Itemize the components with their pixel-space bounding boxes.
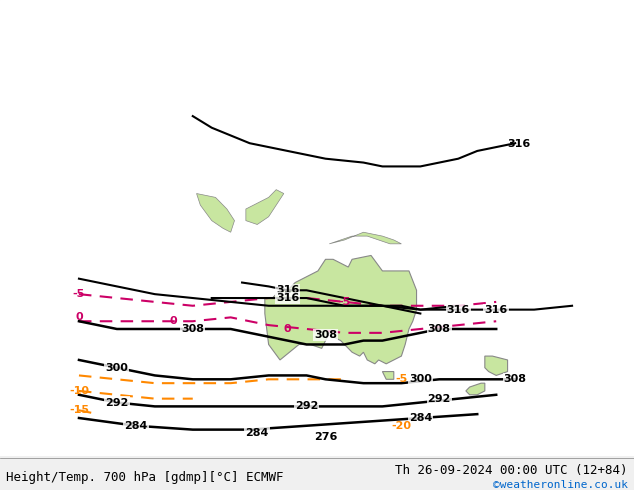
Text: 300: 300 [105,363,128,373]
Text: 316: 316 [508,139,531,149]
Text: 308: 308 [181,324,204,334]
Text: 0: 0 [75,313,83,322]
Text: 284: 284 [409,413,432,423]
Text: 316: 316 [446,305,470,315]
Text: 300: 300 [409,374,432,384]
Text: 316: 316 [276,293,299,303]
Text: 292: 292 [295,401,318,412]
Text: 292: 292 [427,393,451,404]
Text: 284: 284 [245,428,269,439]
Text: 316: 316 [276,285,299,295]
Text: -5: -5 [73,289,85,299]
Text: -15: -15 [69,405,89,415]
Polygon shape [329,232,401,244]
Text: 308: 308 [314,330,337,340]
Text: -20: -20 [391,421,411,431]
Text: Height/Temp. 700 hPa [gdmp][°C] ECMWF: Height/Temp. 700 hPa [gdmp][°C] ECMWF [6,471,284,484]
Text: 276: 276 [314,432,337,442]
Text: 284: 284 [124,421,148,431]
Polygon shape [265,255,417,364]
Text: 308: 308 [428,324,451,334]
Polygon shape [485,356,508,375]
Text: Th 26-09-2024 00:00 UTC (12+84): Th 26-09-2024 00:00 UTC (12+84) [395,464,628,477]
Text: -10: -10 [69,386,89,396]
Text: -5: -5 [395,374,408,384]
Polygon shape [246,190,284,224]
Text: 0: 0 [170,316,178,326]
Polygon shape [466,383,485,395]
Text: -5: -5 [339,297,351,307]
Text: 0: 0 [284,324,292,334]
Text: ©weatheronline.co.uk: ©weatheronline.co.uk [493,480,628,490]
Text: 316: 316 [484,305,508,315]
Polygon shape [382,371,394,379]
Polygon shape [197,194,235,232]
Text: 308: 308 [503,374,527,384]
Text: 292: 292 [105,397,129,408]
